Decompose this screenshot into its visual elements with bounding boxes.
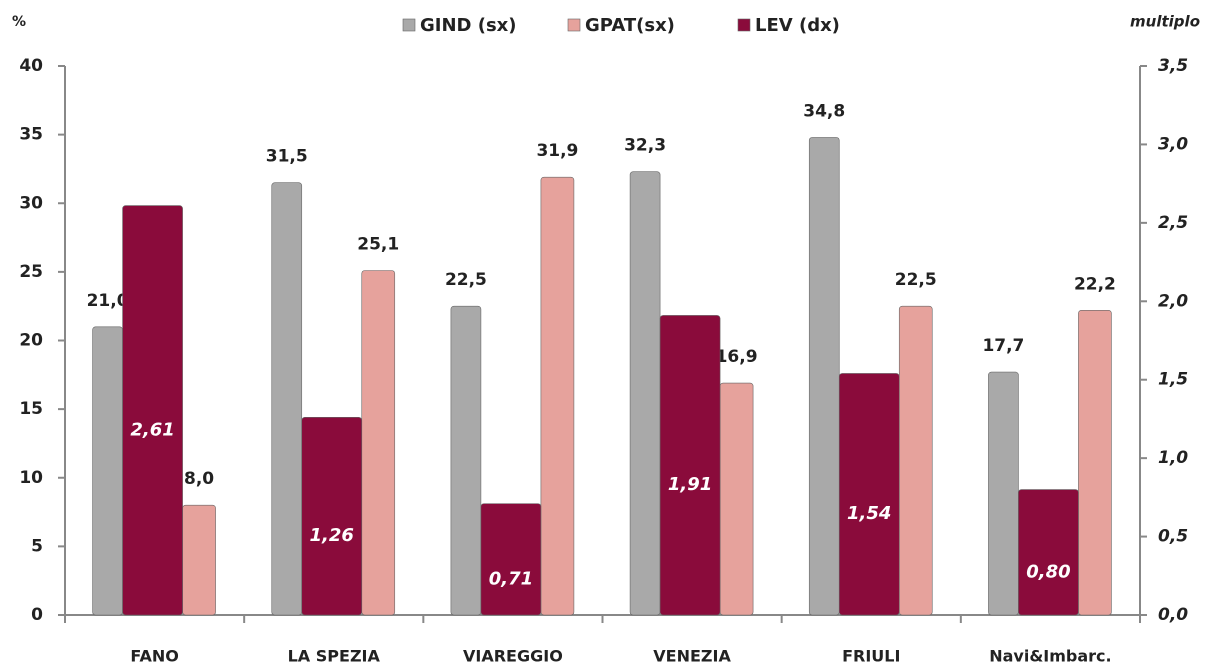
y-tick-label: 10 <box>19 468 43 488</box>
value-label: 2,61 <box>130 419 174 440</box>
bar <box>122 205 183 616</box>
value-label: 31,9 <box>536 141 578 161</box>
y2-tick-label: 2,0 <box>1158 291 1188 311</box>
y-tick-label: 20 <box>19 331 43 351</box>
y-tick-label: 40 <box>19 56 43 76</box>
bar <box>629 171 661 616</box>
x-tick-label: FANO <box>130 647 178 666</box>
bar <box>838 373 900 616</box>
value-label: 16,9 <box>716 347 758 367</box>
value-label: 22,2 <box>1074 274 1116 294</box>
value-label: 1,54 <box>847 503 891 524</box>
y2-tick-label: 3,0 <box>1158 134 1188 154</box>
value-label: 34,8 <box>803 101 845 121</box>
value-label: 22,5 <box>445 270 487 290</box>
bar <box>1018 489 1079 616</box>
x-tick-label: FRIULI <box>842 647 900 666</box>
y2-tick-label: 0,5 <box>1158 527 1188 547</box>
x-tick-label: Navi&Imbarc. <box>989 647 1111 666</box>
legend-label: GPAT(sx) <box>585 15 675 36</box>
value-label: 25,1 <box>357 235 399 255</box>
bar <box>301 417 363 616</box>
x-tick-label: VIAREGGIO <box>463 647 563 666</box>
x-tick-label: LA SPEZIA <box>288 647 381 666</box>
bar <box>361 270 396 616</box>
bar <box>719 382 754 616</box>
legend-swatch <box>402 18 416 32</box>
legend-swatch <box>737 18 751 32</box>
value-label: 8,0 <box>184 469 214 489</box>
y-axis-label: % <box>12 14 26 30</box>
bar <box>92 326 123 616</box>
value-label: 21,0 <box>87 291 129 311</box>
x-tick-label: VENEZIA <box>653 647 731 666</box>
value-label: 32,3 <box>624 136 666 156</box>
y-tick-label: 35 <box>19 125 43 145</box>
bar <box>1078 310 1112 616</box>
bar <box>450 305 482 616</box>
bar <box>271 182 303 616</box>
y-tick-label: 30 <box>19 193 43 213</box>
y2-axis-label: multiplo <box>1130 13 1200 31</box>
value-label: 1,26 <box>310 525 354 546</box>
value-label: 1,91 <box>668 474 712 495</box>
bar <box>480 503 542 616</box>
bar <box>659 315 721 616</box>
value-label: 17,7 <box>982 336 1024 356</box>
y-tick-label: 0 <box>31 605 43 625</box>
value-label: 31,5 <box>266 147 308 167</box>
bar <box>898 305 933 616</box>
y-tick-label: 5 <box>31 536 43 556</box>
bar <box>988 371 1019 616</box>
legend-swatch <box>567 18 581 32</box>
legend-label: GIND (sx) <box>420 15 517 36</box>
bar <box>808 137 840 616</box>
value-label: 0,80 <box>1026 561 1070 582</box>
y-tick-label: 15 <box>19 399 43 419</box>
y2-tick-label: 1,5 <box>1158 370 1188 390</box>
y-tick-label: 25 <box>19 262 43 282</box>
y2-tick-label: 0,0 <box>1158 605 1188 625</box>
y2-tick-label: 1,0 <box>1158 448 1188 468</box>
bar <box>540 176 575 616</box>
value-label: 0,71 <box>489 568 533 589</box>
bar <box>182 504 216 616</box>
y2-tick-label: 3,5 <box>1158 56 1188 76</box>
value-label: 22,5 <box>895 270 937 290</box>
legend-label: LEV (dx) <box>755 15 840 36</box>
y2-tick-label: 2,5 <box>1158 213 1188 233</box>
